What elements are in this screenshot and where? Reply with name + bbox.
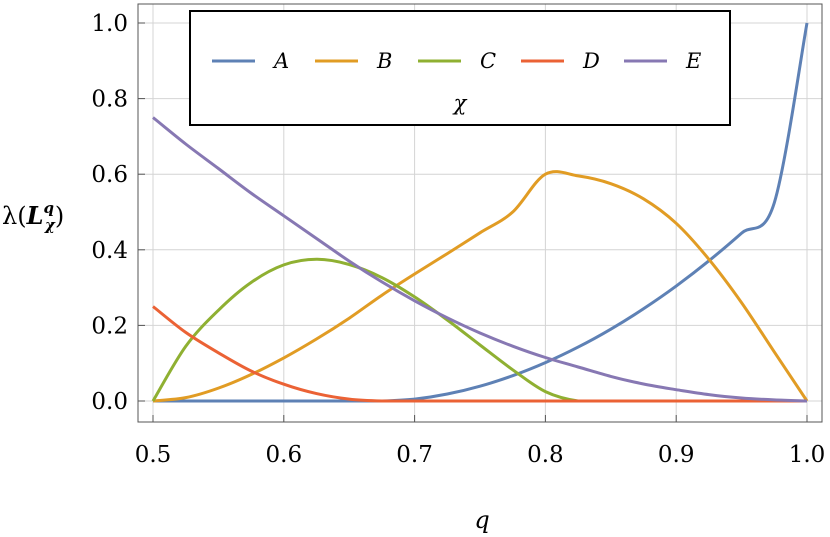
- legend-label-a: A: [272, 49, 289, 73]
- x-tick-label: 0.7: [396, 442, 433, 468]
- series-line-d: [152, 305, 807, 403]
- y-tick-label: 0.8: [91, 87, 128, 113]
- axis-ticks: 0.5 0.6 0.7 0.8 0.9 1.0 0.0 0.2 0.4 0.6 0.8 1.0: [91, 11, 825, 468]
- legend-box: [189, 10, 731, 126]
- y-tick-label: 0.6: [91, 162, 128, 188]
- y-tick-label: 0.2: [91, 313, 128, 339]
- y-tick-label: 1.0: [91, 11, 128, 37]
- y-axis-title-prefix: λ(: [2, 202, 27, 230]
- y-axis-title-suffix: ): [55, 202, 64, 230]
- y-tick-label: 0.4: [91, 238, 128, 264]
- y-tick-label: 0.0: [91, 389, 128, 415]
- y-axis-title-superscript: q: [43, 199, 54, 217]
- legend-label-c: C: [480, 49, 496, 73]
- x-tick-label: 0.5: [135, 442, 172, 468]
- legend-title: χ: [452, 91, 468, 115]
- legend: A B C D E χ: [189, 10, 731, 126]
- x-tick-label: 1.0: [789, 442, 826, 468]
- plot-frame: [137, 3, 823, 423]
- legend-items: A B C D E: [212, 49, 701, 73]
- series-line-b: [152, 170, 809, 403]
- y-axis-title-symbol: L: [26, 201, 44, 230]
- x-tick-label: 0.8: [527, 442, 564, 468]
- y-axis-title-subscript: χ: [44, 216, 56, 234]
- x-tick-label: 0.9: [658, 442, 695, 468]
- x-axis-title: q: [474, 506, 489, 534]
- legend-label-e: E: [685, 49, 701, 73]
- x-tick-label: 0.6: [266, 442, 303, 468]
- y-axis-title: λ(Lq χ): [2, 199, 64, 234]
- series-line-a: [153, 22, 809, 403]
- legend-label-d: D: [582, 49, 600, 73]
- series-line-c: [151, 257, 807, 403]
- series-line-e: [152, 116, 808, 403]
- series-lines: [151, 22, 809, 403]
- legend-label-b: B: [376, 49, 392, 73]
